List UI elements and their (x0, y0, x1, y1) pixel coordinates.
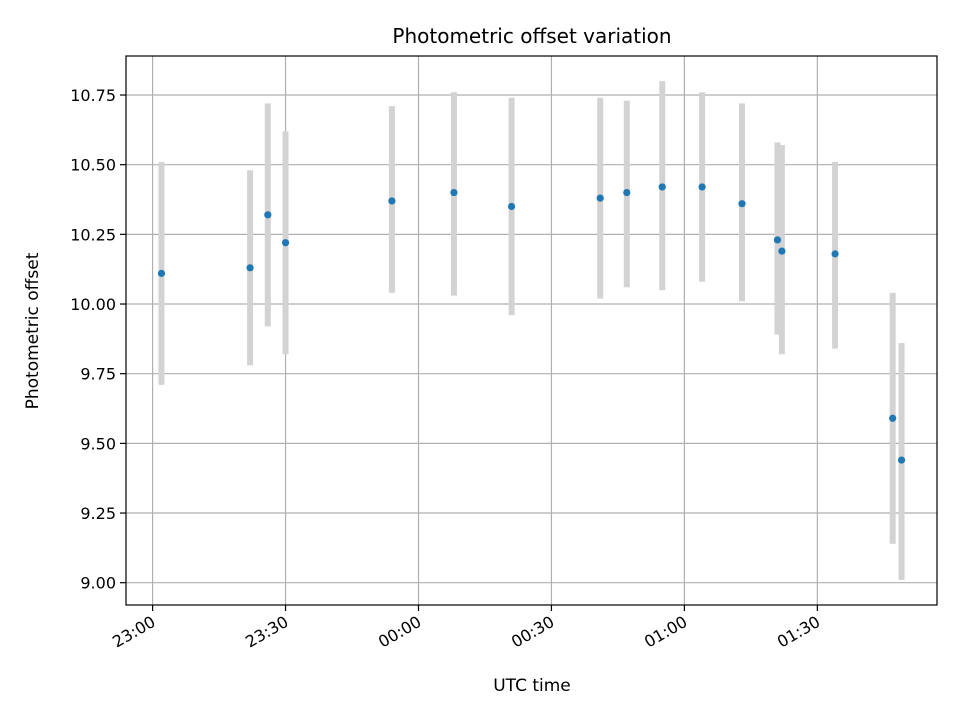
data-point (738, 200, 746, 208)
data-point (157, 269, 166, 277)
point-layer (157, 183, 906, 464)
y-tick-label: 10.50 (70, 156, 116, 175)
y-tick-label: 9.00 (80, 574, 116, 593)
y-tick-label: 10.00 (70, 295, 116, 314)
data-point (658, 183, 666, 191)
data-point (698, 183, 706, 191)
data-point (897, 456, 906, 464)
x-axis-title: UTC time (493, 676, 571, 696)
data-point (831, 250, 839, 258)
y-tick-label: 10.75 (70, 86, 116, 105)
plot-frame (125, 55, 938, 606)
data-point (596, 194, 604, 202)
data-point (778, 247, 786, 255)
data-point (388, 197, 396, 205)
y-tick-label: 9.75 (80, 365, 116, 384)
data-point (773, 236, 782, 244)
data-point (889, 414, 897, 422)
y-tick-label: 9.25 (80, 504, 116, 523)
grid-layer (126, 56, 937, 605)
data-point (623, 188, 631, 197)
y-axis-title: Photometric offset (23, 252, 43, 409)
y-tick-label: 10.25 (70, 225, 116, 244)
chart-title: Photometric offset variation (392, 24, 671, 48)
y-tick-label: 9.50 (80, 434, 116, 453)
data-point (450, 188, 458, 197)
data-point (264, 211, 272, 219)
data-point (281, 239, 290, 247)
data-point (507, 202, 516, 211)
data-point (246, 264, 254, 272)
